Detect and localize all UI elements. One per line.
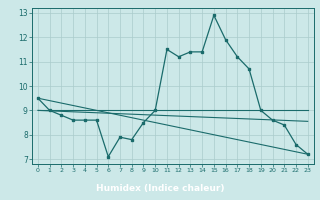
- Text: Humidex (Indice chaleur): Humidex (Indice chaleur): [96, 184, 224, 193]
